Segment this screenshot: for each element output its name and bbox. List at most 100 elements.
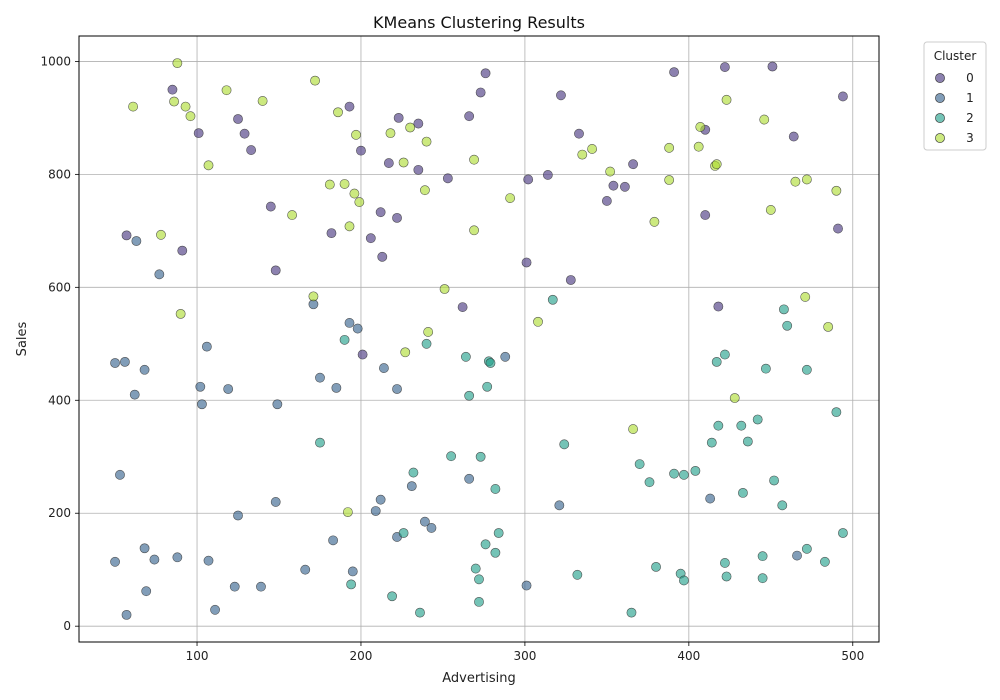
data-point-cluster-2 (757, 573, 768, 584)
data-point-cluster-1 (347, 566, 358, 577)
data-point-cluster-0 (377, 251, 388, 262)
data-point-cluster-1 (392, 384, 402, 394)
data-point-cluster-2 (490, 547, 501, 558)
data-point-cluster-0 (767, 61, 778, 72)
data-point-cluster-0 (121, 230, 132, 241)
data-point-cluster-3 (420, 185, 430, 196)
data-point-cluster-2 (820, 556, 830, 567)
data-point-cluster-2 (482, 381, 493, 392)
data-point-cluster-1 (154, 269, 165, 280)
data-point-cluster-2 (669, 468, 679, 479)
data-point-cluster-1 (141, 586, 152, 597)
data-point-cluster-2 (559, 439, 570, 450)
data-point-cluster-2 (711, 356, 722, 367)
data-point-cluster-2 (408, 467, 419, 478)
legend-label-0: 0 (966, 71, 974, 85)
data-point-cluster-1 (210, 604, 220, 615)
data-point-cluster-0 (480, 68, 491, 79)
data-point-cluster-2 (634, 459, 645, 469)
y-tick-label: 200 (48, 506, 71, 520)
data-point-cluster-3 (664, 142, 675, 153)
data-point-cluster-2 (738, 488, 748, 498)
data-point-cluster-2 (706, 437, 717, 448)
data-point-cluster-3 (175, 308, 186, 319)
data-point-cluster-0 (788, 131, 799, 142)
data-point-cluster-2 (782, 320, 793, 331)
data-point-cluster-2 (346, 579, 357, 590)
data-point-cluster-3 (711, 159, 722, 170)
data-point-cluster-3 (156, 229, 166, 240)
data-point-cluster-3 (423, 327, 434, 337)
chart-title: KMeans Clustering Results (373, 13, 585, 32)
data-point-cluster-0 (177, 245, 188, 256)
legend-title: Cluster (934, 49, 977, 63)
x-tick-label: 100 (186, 649, 209, 663)
data-point-cluster-3 (664, 175, 675, 185)
data-point-cluster-1 (406, 481, 417, 492)
data-point-cluster-1 (172, 552, 183, 563)
data-point-cluster-3 (469, 154, 479, 165)
data-point-cluster-1 (420, 516, 430, 527)
data-point-cluster-3 (628, 424, 638, 434)
data-point-cluster-0 (556, 90, 566, 101)
data-point-cluster-2 (777, 500, 788, 511)
data-point-cluster-3 (324, 179, 335, 190)
data-point-cluster-2 (460, 351, 471, 362)
y-tick-label: 1000 (40, 54, 71, 68)
data-point-cluster-1 (705, 493, 716, 504)
data-point-cluster-2 (421, 338, 432, 349)
y-tick-label: 0 (63, 619, 71, 633)
data-point-cluster-3 (790, 176, 801, 187)
data-point-cluster-3 (587, 144, 598, 154)
data-point-cluster-3 (128, 101, 138, 112)
data-point-cluster-0 (628, 159, 638, 170)
data-point-cluster-2 (626, 607, 637, 618)
data-point-cluster-0 (167, 84, 178, 95)
data-point-cluster-0 (442, 173, 453, 184)
data-point-cluster-1 (110, 358, 120, 368)
data-point-cluster-3 (439, 284, 450, 294)
data-point-cluster-1 (500, 351, 511, 362)
data-point-cluster-3 (721, 94, 732, 105)
data-point-cluster-1 (331, 382, 342, 393)
data-point-cluster-1 (352, 323, 363, 334)
data-point-cluster-1 (120, 356, 130, 367)
data-point-cluster-2 (679, 469, 689, 480)
y-tick-label: 600 (48, 280, 71, 294)
data-point-cluster-0 (523, 174, 534, 185)
data-point-cluster-2 (339, 334, 350, 345)
data-point-cluster-1 (115, 469, 125, 480)
data-point-cluster-2 (679, 575, 689, 586)
data-point-cluster-3 (172, 58, 183, 69)
data-point-cluster-1 (121, 609, 132, 620)
data-point-cluster-0 (542, 170, 553, 180)
data-point-cluster-2 (490, 484, 501, 494)
data-point-cluster-2 (801, 364, 812, 375)
data-point-cluster-3 (765, 205, 776, 215)
data-point-cluster-3 (801, 174, 812, 185)
data-point-cluster-3 (405, 122, 416, 133)
data-point-cluster-3 (333, 107, 343, 118)
data-point-cluster-2 (475, 451, 486, 462)
legend-box (923, 41, 987, 151)
data-point-cluster-0 (457, 302, 468, 312)
data-point-cluster-1 (256, 581, 266, 592)
data-point-cluster-0 (464, 111, 475, 122)
data-point-cluster-2 (779, 304, 789, 315)
data-point-cluster-3 (310, 75, 320, 86)
legend-marker-2 (935, 113, 945, 123)
data-point-cluster-2 (721, 571, 732, 582)
data-point-cluster-0 (700, 210, 711, 220)
legend-items: 0 1 2 3 (935, 71, 974, 145)
data-point-cluster-0 (246, 145, 257, 155)
data-point-cluster-0 (356, 145, 366, 156)
data-point-cluster-2 (690, 465, 701, 476)
data-point-cluster-1 (203, 555, 214, 566)
data-point-cluster-3 (185, 111, 196, 122)
data-point-cluster-0 (393, 112, 404, 123)
data-point-cluster-3 (342, 507, 353, 518)
grid-lines (79, 36, 879, 642)
data-point-cluster-1 (110, 556, 120, 567)
data-point-cluster-1 (379, 363, 389, 373)
